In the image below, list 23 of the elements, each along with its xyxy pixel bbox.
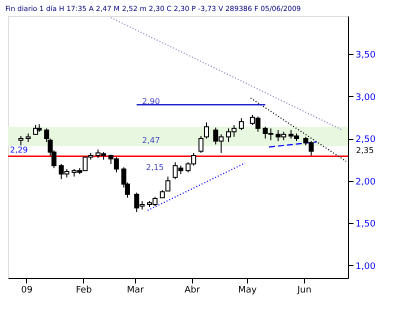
candlestick: [238, 118, 244, 131]
candlestick: [18, 136, 24, 146]
candlestick: [33, 124, 38, 135]
annotation: 2,90: [142, 97, 160, 106]
ref-line-label: 2,29: [10, 145, 28, 154]
x-tick-label: 09: [21, 286, 33, 296]
annotation: 2,35: [356, 146, 374, 156]
candlestick: [165, 176, 170, 192]
x-tick-label: Abr: [184, 286, 200, 296]
y-tick-label: 3,00: [356, 92, 376, 103]
x-tick-label: Mar: [126, 286, 144, 296]
y-tick-label: 2,50: [356, 135, 376, 146]
y-tick-label: 1,00: [356, 262, 376, 272]
annotation: 2,15: [146, 163, 164, 172]
x-tick-label: Jun: [296, 286, 312, 296]
candlestick: [204, 122, 209, 140]
annotation: 2,47: [142, 136, 160, 146]
x-tick-label: May: [238, 286, 258, 296]
y-tick-label: 2,00: [356, 177, 376, 188]
y-tick-label: 1,50: [356, 220, 376, 230]
x-tick-label: Feb: [76, 286, 92, 296]
candlestick: [198, 136, 204, 154]
y-tick-label: 3,50: [356, 50, 376, 61]
